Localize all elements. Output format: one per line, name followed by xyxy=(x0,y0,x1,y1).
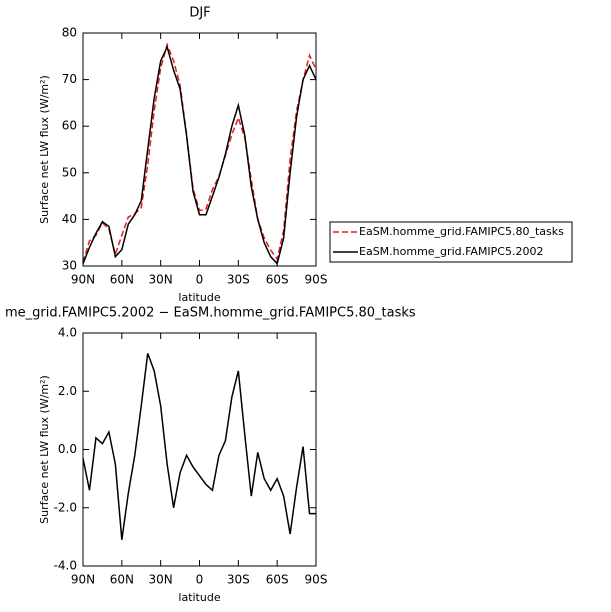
plot-frame xyxy=(82,32,317,267)
x-tick-label: 30S xyxy=(227,273,250,287)
y-tick-label: -4.0 xyxy=(54,559,77,573)
legend-box xyxy=(329,221,573,263)
x-tick-label: 30N xyxy=(149,273,173,287)
x-tick-label: 90S xyxy=(305,273,328,287)
chart-title: DJF xyxy=(189,6,210,21)
y-tick-label: 4.0 xyxy=(58,326,77,340)
y-tick-label: 30 xyxy=(62,259,77,273)
y-tick-label: 0.0 xyxy=(58,442,77,456)
x-tick-label: 0 xyxy=(196,573,204,587)
y-tick-label: 70 xyxy=(62,72,77,86)
x-tick-label: 60N xyxy=(110,573,134,587)
x-tick-label: 60N xyxy=(110,273,134,287)
y-tick-label: 80 xyxy=(62,26,77,40)
x-tick-label: 30N xyxy=(149,573,173,587)
y-tick-label: 60 xyxy=(62,119,77,133)
data-line xyxy=(82,44,317,266)
x-axis-label: latitude xyxy=(178,291,220,304)
y-tick-label: -2.0 xyxy=(54,500,77,514)
legend-label: EaSM.homme_grid.FAMIPC5.80_tasks xyxy=(359,225,564,238)
y-tick-label: 40 xyxy=(62,212,77,226)
y-axis-label: Surface net LW flux (W/m²) xyxy=(38,75,51,224)
x-tick-label: 60S xyxy=(266,273,289,287)
legend-label: EaSM.homme_grid.FAMIPC5.2002 xyxy=(359,245,543,258)
x-tick-label: 90N xyxy=(71,273,95,287)
plot-frame xyxy=(82,332,317,567)
x-axis-label: latitude xyxy=(178,591,220,604)
x-tick-label: 0 xyxy=(196,273,204,287)
data-line xyxy=(82,42,317,263)
x-tick-label: 30S xyxy=(227,573,250,587)
y-axis-label: Surface net LW flux (W/m²) xyxy=(38,375,51,524)
x-tick-label: 90S xyxy=(305,573,328,587)
y-tick-label: 50 xyxy=(62,165,77,179)
x-tick-label: 60S xyxy=(266,573,289,587)
data-line xyxy=(82,353,316,540)
chart-title: me_grid.FAMIPC5.2002 − EaSM.homme_grid.F… xyxy=(5,306,416,321)
x-tick-label: 90N xyxy=(71,573,95,587)
y-tick-label: 2.0 xyxy=(58,384,77,398)
